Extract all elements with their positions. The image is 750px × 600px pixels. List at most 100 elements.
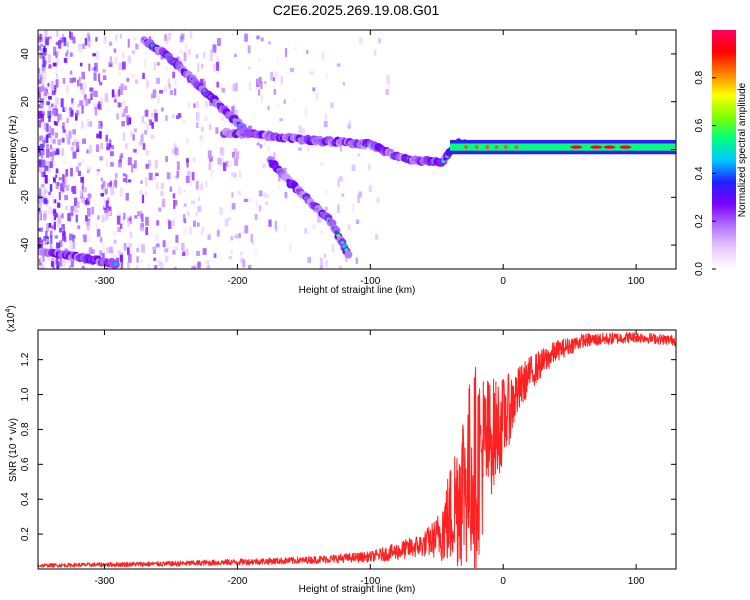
speckle-mark (173, 143, 177, 152)
speckle-mark (64, 195, 68, 201)
speckle-mark (53, 46, 57, 56)
speckle-mark (160, 183, 165, 190)
speckle-mark (270, 71, 274, 81)
speckle-mark (69, 32, 74, 41)
speckle-mark (284, 192, 288, 199)
speckle-mark (88, 247, 93, 254)
speckle-mark (55, 97, 59, 104)
speckle-mark (121, 52, 125, 59)
band-hotspot (570, 145, 583, 149)
speckle-mark (86, 198, 90, 205)
speckle-mark (356, 219, 360, 225)
snr-y-ticks: 0.2 0.4 0.6 0.8 1.0 1.2 (20, 352, 676, 541)
speckle-mark (72, 129, 76, 135)
speckle-mark (50, 110, 54, 116)
speckle-mark (147, 118, 150, 122)
speckle-mark (260, 94, 264, 103)
speckle-mark (177, 186, 182, 196)
speckle-mark (118, 71, 122, 75)
speckle-mark (51, 90, 56, 96)
speckle-mark (41, 171, 45, 177)
speckle-mark (38, 68, 41, 74)
colorbar-ticks: 0.0 0.2 0.4 0.6 0.8 (694, 70, 716, 276)
speckle-mark (84, 38, 88, 46)
speckle-mark (73, 235, 76, 239)
speckle-mark (210, 49, 215, 53)
speckle-mark (42, 148, 45, 155)
colorbar-tick-label: 0.8 (694, 70, 705, 84)
speckle-mark (341, 193, 345, 197)
speckle-mark (106, 247, 110, 253)
speckle-mark (118, 62, 123, 71)
speckle-mark (156, 220, 160, 226)
speckle-mark (280, 75, 284, 85)
speckle-mark (47, 160, 50, 169)
speckle-mark (97, 122, 101, 129)
speckle-mark (81, 43, 86, 49)
speckle-mark (105, 158, 108, 167)
speckle-mark (189, 31, 193, 39)
speckle-mark (140, 227, 145, 232)
speckle-mark (43, 240, 48, 245)
speckle-mark (240, 251, 243, 256)
speckle-mark (134, 128, 137, 133)
speckle-mark (59, 240, 63, 248)
speckle-mark (41, 167, 44, 177)
speckle-mark (256, 200, 259, 209)
speckle-mark (57, 113, 60, 123)
speckle-mark (129, 231, 133, 238)
speckle-mark (151, 122, 154, 129)
band-inner (450, 143, 676, 151)
speckle-mark (273, 89, 276, 95)
speckle-mark (39, 143, 44, 152)
speckle-mark (170, 30, 173, 36)
speckle-mark (175, 200, 178, 206)
speckle-mark (61, 148, 64, 156)
speckle-mark (53, 215, 56, 221)
speckle-mark (244, 198, 248, 202)
speckle-mark (61, 213, 64, 219)
speckle-mark (292, 98, 295, 103)
speckle-mark (141, 244, 146, 253)
speckle-mark (88, 98, 91, 104)
speckle-mark (351, 164, 356, 172)
speckle-mark (263, 140, 267, 147)
speckle-mark (87, 193, 92, 199)
speckle-mark (351, 204, 355, 213)
speckle-mark (98, 73, 101, 82)
speckle-mark (117, 250, 121, 255)
speckle-mark (48, 206, 53, 215)
colorbar-gradient (712, 30, 736, 269)
speckle-mark (115, 173, 118, 179)
speckle-mark (136, 264, 139, 269)
speckle-mark (109, 180, 113, 188)
speckle-mark (196, 250, 200, 256)
speckle-mark (378, 38, 381, 44)
speckle-mark (69, 241, 73, 251)
speckle-mark (121, 121, 125, 127)
speckle-mark (231, 267, 235, 269)
speckle-mark (64, 106, 68, 111)
speckle-mark (105, 200, 109, 208)
speckle-mark (267, 145, 270, 153)
speckle-mark (110, 186, 115, 196)
speckle-mark (191, 172, 195, 181)
speckle-mark (69, 265, 71, 269)
speckle-mark (55, 41, 59, 46)
speckle-mark (123, 212, 126, 220)
speckle-mark (86, 218, 91, 222)
speckle-mark (234, 109, 238, 116)
speckle-mark (122, 178, 126, 182)
speckle-mark (43, 48, 47, 52)
y-tick-label: 20 (20, 96, 31, 108)
speckle-mark (119, 155, 122, 162)
speckle-mark (198, 196, 201, 201)
speckle-mark (40, 118, 44, 124)
speckle-mark (126, 115, 129, 123)
speckle-mark (173, 88, 177, 96)
speckle-mark (87, 35, 91, 41)
speckle-mark (201, 126, 204, 132)
speckle-mark (203, 77, 206, 85)
speckle-mark (152, 246, 156, 251)
speckle-mark (337, 204, 340, 214)
